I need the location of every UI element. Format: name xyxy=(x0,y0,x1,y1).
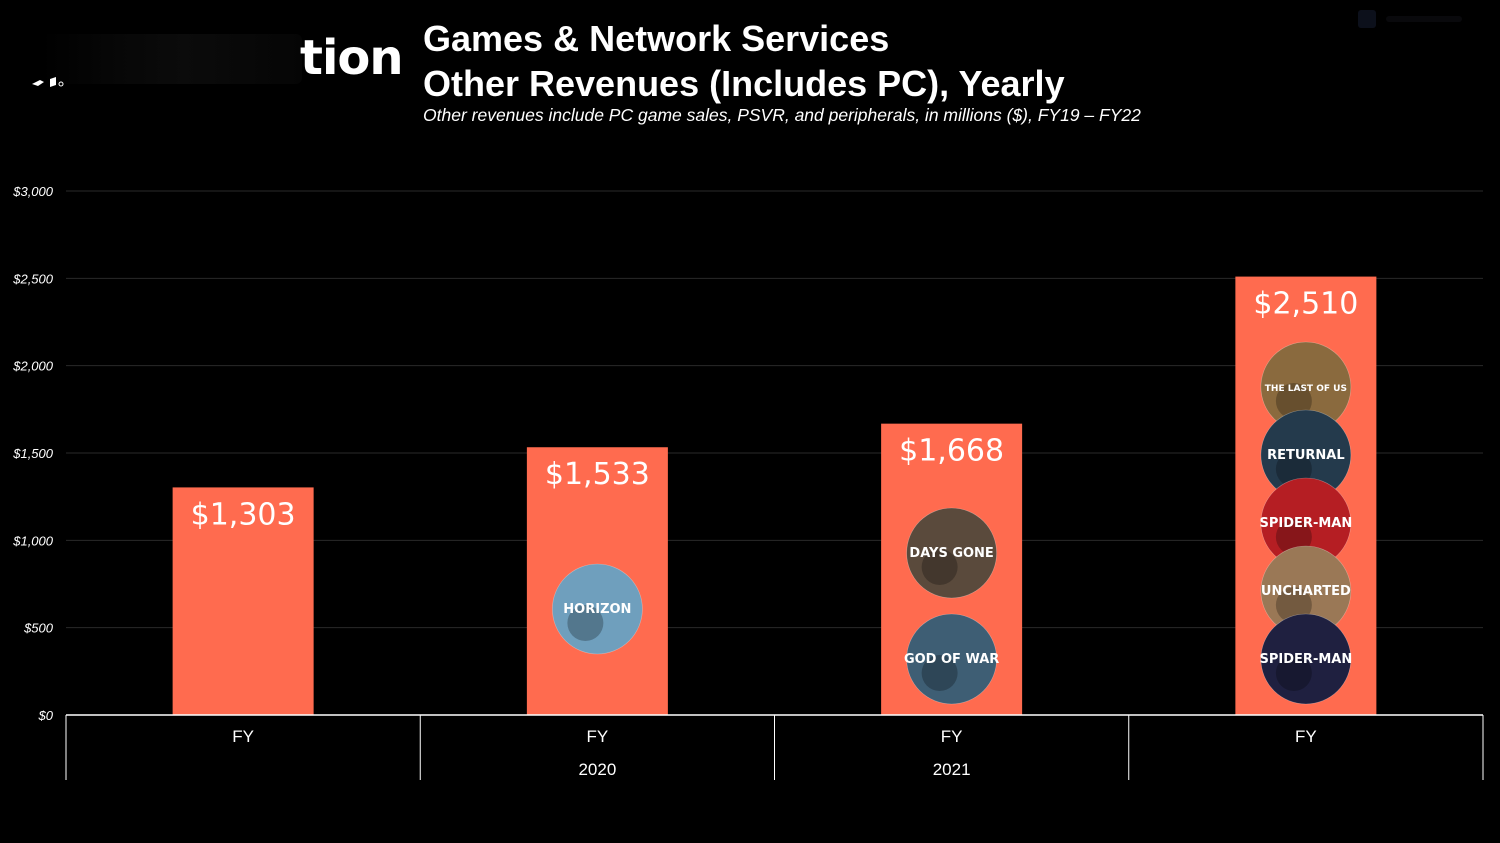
spider-man-remastered-badge: SPIDER-MAN xyxy=(1260,477,1353,569)
watermark-icon xyxy=(1358,10,1462,28)
badge-circle xyxy=(906,507,997,599)
badge-shade xyxy=(1275,655,1312,691)
badge-circle xyxy=(552,563,643,655)
bar-value-label: $1,668 xyxy=(899,434,1004,469)
bar-value-label: $1,303 xyxy=(191,497,296,532)
the-last-of-us-badge: THE LAST OF US xyxy=(1260,341,1352,433)
badge-title: HORIZON xyxy=(563,602,631,617)
horizon-zero-dawn-badge: HORIZON xyxy=(552,563,643,655)
title-line-1: Games & Network Services xyxy=(423,18,890,59)
bar xyxy=(172,487,314,715)
x-tick-year-label: 2021 xyxy=(933,760,971,779)
returnal-badge: RETURNAL xyxy=(1260,409,1352,501)
playstation-symbol-icon xyxy=(32,77,64,87)
x-tick-label: FY xyxy=(941,727,963,746)
badge-shade xyxy=(1275,587,1312,623)
badge-title: GOD OF WAR xyxy=(904,652,999,667)
y-tick-label: $1,000 xyxy=(12,533,54,548)
uncharted-badge: UNCHARTED xyxy=(1260,545,1352,637)
title-line-2: Other Revenues (Includes PC), Yearly xyxy=(423,63,1065,104)
badge-title: DAYS GONE xyxy=(909,546,993,561)
badge-title: SPIDER-MAN xyxy=(1260,516,1353,531)
badge-title: SPIDER-MAN xyxy=(1260,652,1353,667)
logo-blurred-area xyxy=(40,34,302,84)
god-of-war-badge: GOD OF WAR xyxy=(904,613,999,705)
y-tick-label: $3,000 xyxy=(12,184,54,199)
badge-shade xyxy=(921,549,958,585)
brand-text: tion xyxy=(300,30,404,86)
badge-shade xyxy=(1275,519,1312,555)
x-tick-label: FY xyxy=(1295,727,1317,746)
bar-value-label: $1,533 xyxy=(545,457,650,492)
days-gone-badge: DAYS GONE xyxy=(906,507,997,599)
badge-circle xyxy=(906,613,997,705)
badge-shade xyxy=(1275,451,1312,487)
y-tick-label: $0 xyxy=(38,708,54,723)
x-tick-label: FY xyxy=(232,727,254,746)
y-tick-label: $2,500 xyxy=(12,271,54,286)
y-tick-label: $500 xyxy=(23,621,54,636)
badge-shade xyxy=(921,655,958,691)
y-tick-label: $1,500 xyxy=(12,446,54,461)
x-tick-year-label: 2020 xyxy=(578,760,616,779)
badge-shade xyxy=(567,605,604,641)
badge-title: THE LAST OF US xyxy=(1265,384,1347,394)
badge-title: RETURNAL xyxy=(1267,448,1345,463)
page-title: Games & Network Services Other Revenues … xyxy=(423,16,1065,106)
badge-title: UNCHARTED xyxy=(1261,584,1351,599)
spider-man-miles-morales-badge: SPIDER-MAN xyxy=(1260,613,1353,705)
chart-subtitle: Other revenues include PC game sales, PS… xyxy=(423,105,1141,125)
x-tick-label: FY xyxy=(587,727,609,746)
y-tick-label: $2,000 xyxy=(12,359,54,374)
badge-circle xyxy=(1260,613,1352,705)
badge-shade xyxy=(1275,383,1312,419)
bar-value-label: $2,510 xyxy=(1253,287,1358,322)
